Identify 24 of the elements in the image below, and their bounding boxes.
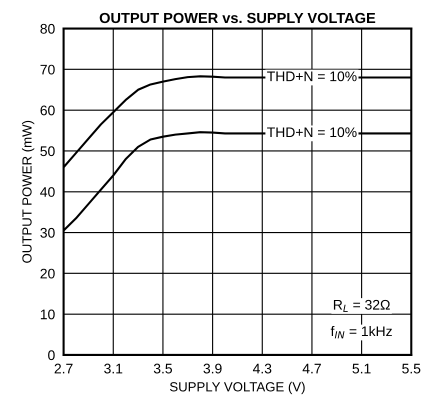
y-axis-title: OUTPUT POWER (mW) (22, 120, 34, 263)
annotation: R$_{L}$ = 32Ω (334, 300, 390, 312)
y-tick-label: 10 (40, 309, 55, 320)
y-tick-label: 60 (40, 105, 55, 116)
x-tick-label: 2.7 (54, 364, 73, 374)
x-tick-label: 3.5 (154, 364, 172, 374)
annotation: f$_{IN}$ = 1kHz (330, 326, 392, 338)
y-tick-label: 80 (40, 24, 55, 34)
y-tick-label: 70 (40, 64, 55, 75)
x-tick-label: 3.1 (104, 364, 122, 374)
y-tick-label: 40 (40, 187, 55, 197)
x-tick-label: 4.3 (252, 364, 272, 374)
y-tick-label: 50 (40, 146, 55, 156)
y-tick-label: 0 (48, 350, 55, 360)
x-tick-label: 5.5 (402, 364, 420, 374)
x-tick-label: 4.7 (302, 364, 321, 374)
x-tick-label: 3.9 (203, 364, 222, 374)
y-tick-label: 30 (40, 228, 55, 238)
x-axis-title: SUPPLY VOLTAGE (V) (170, 382, 305, 394)
x-tick-label: 5.1 (352, 364, 371, 374)
y-tick-label: 20 (40, 268, 55, 279)
annotation: THD+N = 10% (267, 127, 357, 138)
chart-title: OUTPUT POWER vs. SUPPLY VOLTAGE (100, 12, 376, 24)
annotation: THD+N = 10% (267, 71, 357, 82)
